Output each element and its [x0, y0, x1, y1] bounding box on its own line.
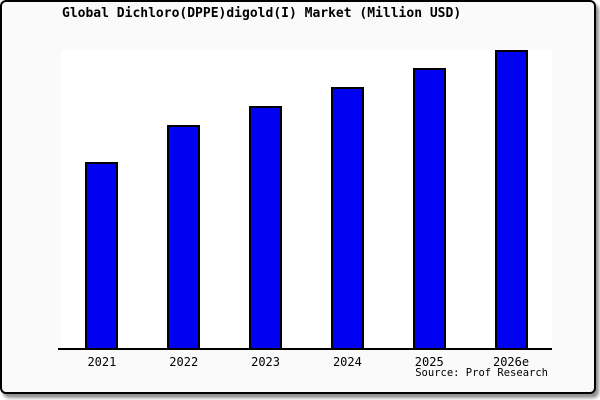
- bar-2026e: [494, 50, 528, 350]
- chart-title: Global Dichloro(DPPE)digold(I) Market (M…: [62, 6, 462, 21]
- tick-label-2025: 2025: [414, 355, 444, 369]
- tick-label-2023: 2023: [251, 355, 281, 369]
- bar-2021: [85, 162, 119, 350]
- x-axis-labels: 2021 2022 2023 2024 2025 2026e: [61, 355, 552, 369]
- bar-slot: [306, 50, 388, 350]
- bar-2024: [330, 87, 364, 350]
- bar-2023: [249, 106, 283, 350]
- market-chart-card: Global Dichloro(DPPE)digold(I) Market (M…: [0, 0, 596, 394]
- x-axis-line: [58, 348, 552, 350]
- bar-slot: [388, 50, 470, 350]
- bar-slot: [61, 50, 143, 350]
- tick-label-2022: 2022: [169, 355, 199, 369]
- bar-slot: [225, 50, 307, 350]
- bar-2025: [412, 68, 446, 350]
- tick-label-2021: 2021: [87, 355, 117, 369]
- bar-series: [61, 50, 552, 350]
- bar-slot: [470, 50, 552, 350]
- bar-2022: [167, 125, 201, 350]
- plot-area: [61, 50, 552, 350]
- tick-label-2024: 2024: [332, 355, 362, 369]
- tick-label-2026e: 2026e: [492, 355, 530, 369]
- bar-slot: [143, 50, 225, 350]
- source-credit: Source: Prof Research: [415, 367, 548, 379]
